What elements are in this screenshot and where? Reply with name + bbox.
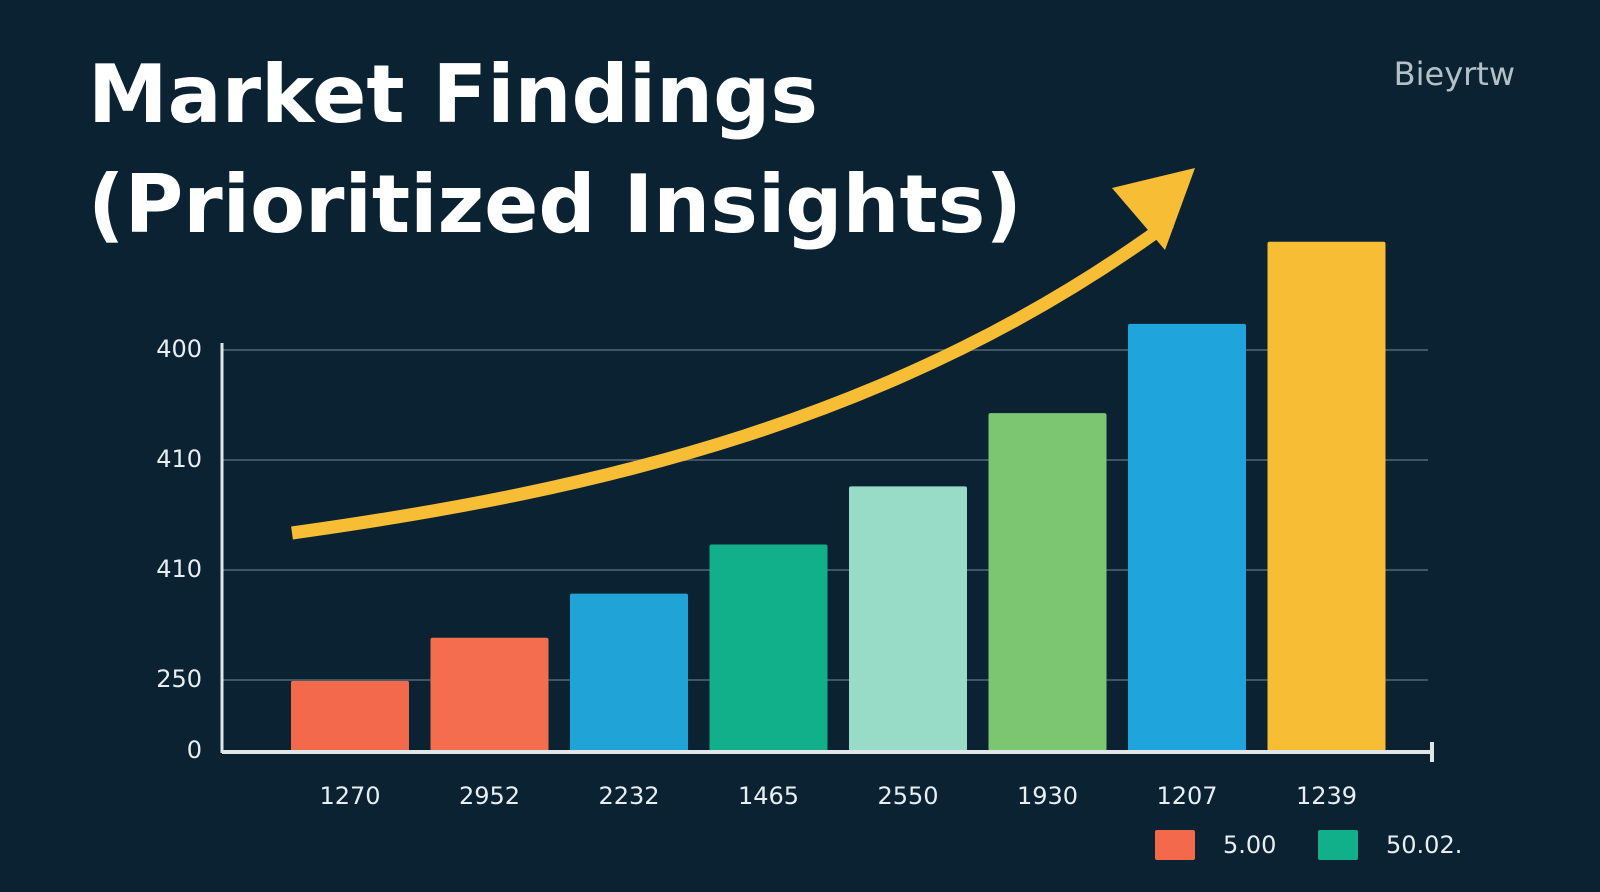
legend-label: 5.00 xyxy=(1223,831,1276,859)
y-tick-label: 410 xyxy=(156,555,202,583)
arrow-head xyxy=(1112,168,1195,250)
bar xyxy=(430,637,549,751)
x-tick-label: 2550 xyxy=(877,782,938,810)
watermark: Bieyrtw xyxy=(1394,55,1515,93)
trend-arrow xyxy=(291,216,1174,540)
x-tick-label: 1270 xyxy=(319,782,380,810)
x-tick-label: 1207 xyxy=(1156,782,1217,810)
x-tick-label: 2952 xyxy=(459,782,520,810)
chart-title: (Prioritized Insights) xyxy=(88,158,1022,251)
legend-label: 50.02. xyxy=(1386,831,1462,859)
bar xyxy=(849,486,967,751)
bars xyxy=(291,241,1386,752)
x-tick-label: 1465 xyxy=(738,782,799,810)
legend-swatch xyxy=(1318,830,1358,860)
y-tick-label: 250 xyxy=(156,665,202,693)
x-tick-label: 1239 xyxy=(1296,782,1357,810)
bar xyxy=(988,413,1107,751)
y-tick-label: 400 xyxy=(156,335,202,363)
y-tick-label: 0 xyxy=(187,736,202,764)
bar xyxy=(291,680,409,751)
y-tick-label: 410 xyxy=(156,445,202,473)
bar xyxy=(709,544,828,751)
x-tick-label: 1930 xyxy=(1017,782,1078,810)
bar xyxy=(1267,241,1386,752)
chart-title: Market Findings xyxy=(88,48,818,141)
axes xyxy=(220,343,1434,762)
bar xyxy=(1128,323,1246,751)
legend-swatch xyxy=(1155,830,1195,860)
x-tick-label: 2232 xyxy=(598,782,659,810)
bar xyxy=(570,593,688,751)
